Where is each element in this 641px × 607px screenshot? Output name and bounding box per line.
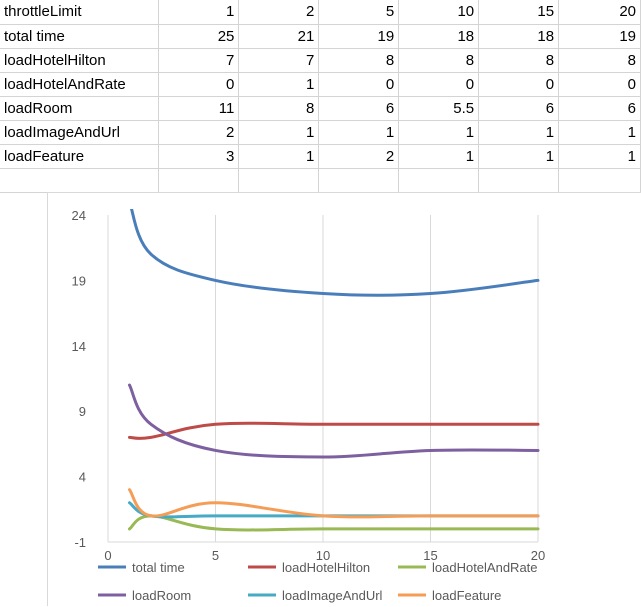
table-header-row: throttleLimit 1 2 5 10 15 20 (0, 0, 641, 25)
cell-label[interactable]: throttleLimit (0, 0, 160, 25)
cell-value[interactable]: 1 (478, 144, 560, 169)
table-row: loadFeature 3 1 2 1 1 1 (0, 144, 641, 169)
cell-value[interactable]: 1 (238, 120, 320, 145)
data-table: throttleLimit 1 2 5 10 15 20 total time 25 21 19 18… (0, 0, 641, 193)
cell-value[interactable]: 2 (238, 0, 320, 25)
legend-label: loadHotelAndRate (432, 560, 538, 575)
cell-value[interactable]: 8 (398, 48, 480, 73)
cell-value[interactable]: 6 (478, 96, 560, 121)
cell-label[interactable]: total time (0, 24, 160, 49)
y-tick-label: 9 (79, 404, 86, 419)
line-chart: 0 5 10 15 20 -1 4 9 14 19 24 total time loadHotelHil… (72, 208, 546, 603)
table-row: loadHotelHilton 7 7 8 8 8 8 (0, 48, 641, 73)
x-tick-label: 0 (104, 548, 111, 563)
cell-label[interactable]: loadImageAndUrl (0, 120, 160, 145)
series-line (128, 514, 540, 532)
cell-value[interactable]: 5 (318, 0, 400, 25)
cell-value[interactable]: 1 (558, 144, 641, 169)
cell-value[interactable]: 2 (318, 144, 400, 169)
series-line (128, 421, 540, 440)
cell-value[interactable]: 6 (318, 96, 400, 121)
cell-label[interactable]: loadFeature (0, 144, 160, 169)
cell-empty[interactable] (398, 168, 480, 193)
x-tick-label: 10 (316, 548, 330, 563)
cell-value[interactable]: 11 (158, 96, 240, 121)
series-line (128, 488, 540, 519)
table-row: loadRoom 11 8 6 5.5 6 6 (0, 96, 641, 121)
cell-value[interactable]: 2 (158, 120, 240, 145)
series-line (128, 383, 540, 459)
legend-label: loadFeature (432, 588, 501, 603)
cell-value[interactable]: 15 (478, 0, 560, 25)
cell-value[interactable]: 7 (238, 48, 320, 73)
cell-value[interactable]: 8 (478, 48, 560, 73)
cell-value[interactable]: 19 (558, 24, 641, 49)
cell-value[interactable]: 0 (398, 72, 480, 97)
cell-label[interactable]: loadHotelAndRate (0, 72, 160, 97)
cell-value[interactable]: 0 (478, 72, 560, 97)
legend-label: loadRoom (132, 588, 191, 603)
cell-value[interactable]: 19 (318, 24, 400, 49)
x-tick-label: 20 (531, 548, 545, 563)
y-tick-label: 14 (72, 339, 86, 354)
cell-value[interactable]: 5.5 (398, 96, 480, 121)
y-tick-label: 4 (79, 470, 86, 485)
cell-value[interactable]: 1 (238, 72, 320, 97)
cell-value[interactable]: 1 (238, 144, 320, 169)
chart-area[interactable]: 0 5 10 15 20 -1 4 9 14 19 24 total time loadHotelHil… (47, 192, 641, 606)
legend-label: total time (132, 560, 185, 575)
cell-empty[interactable] (238, 168, 320, 193)
cell-value[interactable]: 18 (398, 24, 480, 49)
table-row: loadImageAndUrl 2 1 1 1 1 1 (0, 120, 641, 145)
cell-value[interactable]: 21 (238, 24, 320, 49)
cell-value[interactable]: 1 (558, 120, 641, 145)
x-tick-label: 15 (423, 548, 437, 563)
cell-value[interactable]: 10 (398, 0, 480, 25)
cell-value[interactable]: 1 (478, 120, 560, 145)
cell-value[interactable]: 8 (558, 48, 641, 73)
cell-empty[interactable] (0, 168, 160, 193)
cell-empty[interactable] (478, 168, 560, 193)
y-tick-label: 19 (72, 273, 86, 288)
cell-value[interactable]: 20 (558, 0, 641, 25)
cell-value[interactable]: 1 (398, 144, 480, 169)
table-row: loadHotelAndRate 0 1 0 0 0 0 (0, 72, 641, 97)
cell-empty[interactable] (318, 168, 400, 193)
cell-value[interactable]: 3 (158, 144, 240, 169)
series-line (130, 209, 540, 297)
cell-empty[interactable] (558, 168, 641, 193)
cell-value[interactable]: 1 (398, 120, 480, 145)
cell-value[interactable]: 6 (558, 96, 641, 121)
cell-value[interactable]: 8 (318, 48, 400, 73)
cell-value[interactable]: 0 (158, 72, 240, 97)
cell-value[interactable]: 8 (238, 96, 320, 121)
cell-value[interactable]: 18 (478, 24, 560, 49)
table-row: total time 25 21 19 18 18 19 (0, 24, 641, 49)
cell-value[interactable]: 7 (158, 48, 240, 73)
y-tick-label: -1 (74, 535, 86, 550)
cell-value[interactable]: 1 (318, 120, 400, 145)
cell-label[interactable]: loadHotelHilton (0, 48, 160, 73)
cell-label[interactable]: loadRoom (0, 96, 160, 121)
cell-empty[interactable] (158, 168, 240, 193)
y-tick-label: 24 (72, 208, 86, 223)
table-row-empty (0, 168, 641, 193)
cell-value[interactable]: 0 (318, 72, 400, 97)
legend-label: loadImageAndUrl (282, 588, 383, 603)
x-tick-label: 5 (212, 548, 219, 563)
cell-value[interactable]: 0 (558, 72, 641, 97)
legend-label: loadHotelHilton (282, 560, 370, 575)
cell-value[interactable]: 25 (158, 24, 240, 49)
cell-value[interactable]: 1 (158, 0, 240, 25)
